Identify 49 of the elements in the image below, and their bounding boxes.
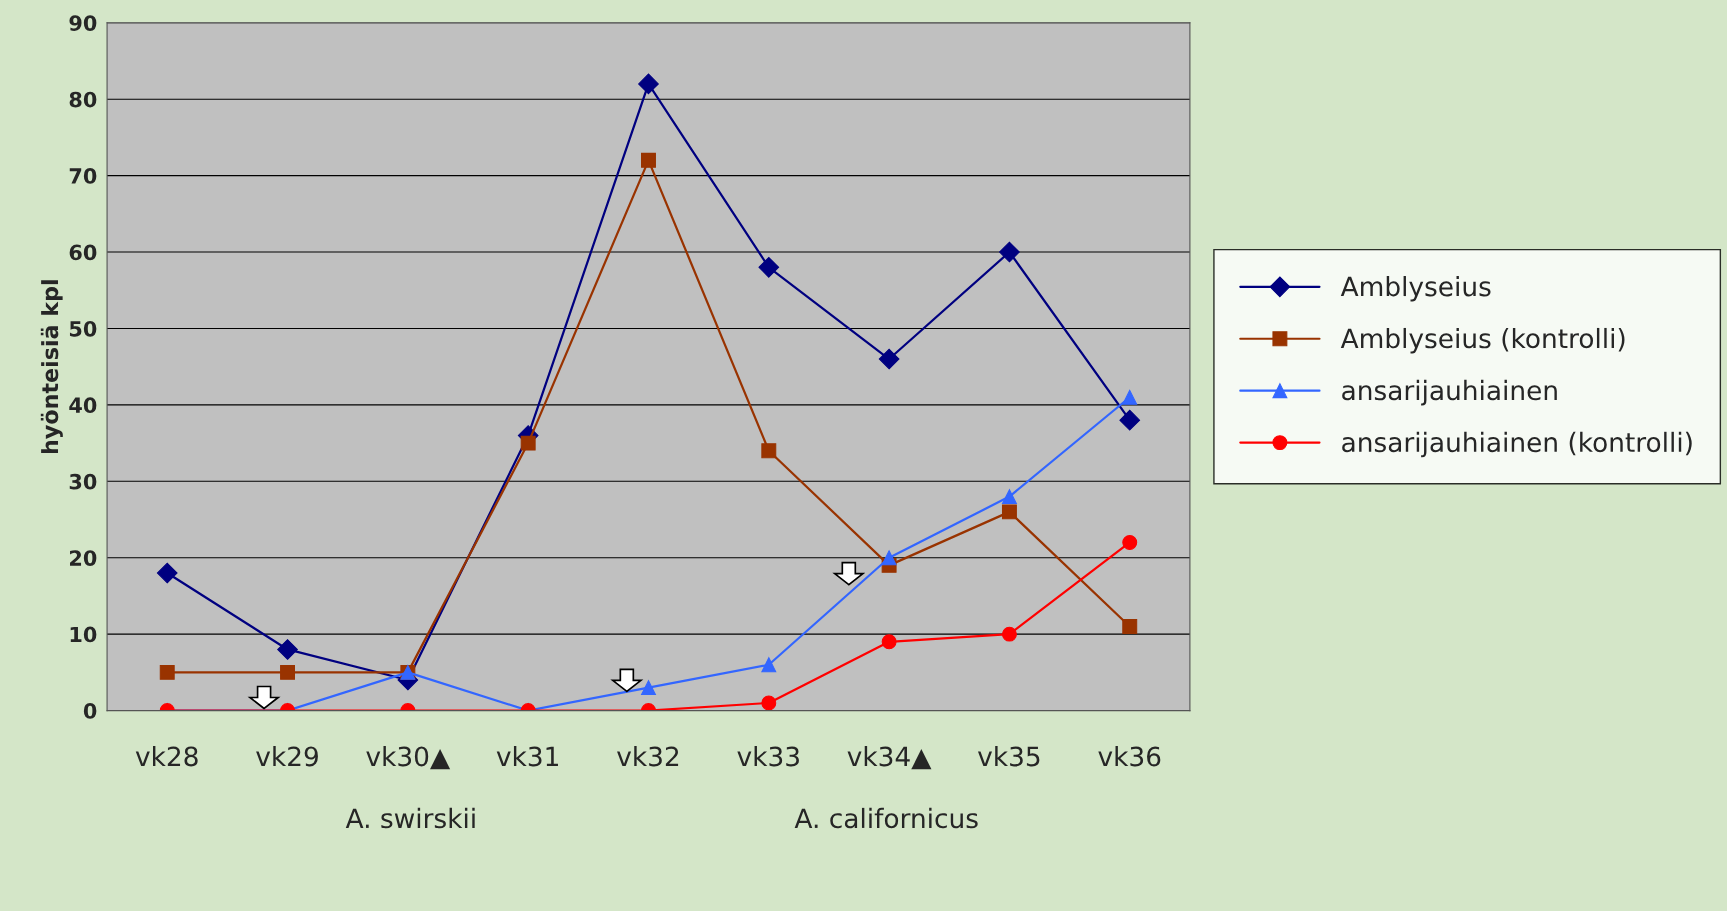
point <box>761 695 777 711</box>
point <box>1119 409 1141 431</box>
point <box>881 634 897 650</box>
y-axis-title: hyönteisiä kpl <box>40 280 63 454</box>
legend-label: Amblyseius <box>1340 276 1491 302</box>
text: A. californicus <box>794 807 978 829</box>
text: A. swirskii <box>345 807 475 829</box>
legend-label: ansarijauhiainen (kontrolli) <box>1342 431 1692 458</box>
y-tick-label: 90 <box>69 15 97 31</box>
y-tick-label: 80 <box>69 91 97 108</box>
point <box>1122 619 1138 634</box>
x-tick-label: vk35 <box>977 746 1040 767</box>
point <box>277 639 298 660</box>
y-tick-label: 30 <box>69 473 97 490</box>
point <box>641 152 656 168</box>
legend-label: ansarijauhiainen <box>1342 379 1557 406</box>
y-tick-label: 70 <box>69 168 97 184</box>
x-tick-label: vk31 <box>496 746 558 767</box>
x-tick-label: vk30▲ <box>366 746 451 770</box>
x-tick-label: vk36 <box>1098 746 1161 767</box>
point <box>999 241 1020 263</box>
point <box>1001 489 1017 505</box>
point <box>280 664 296 680</box>
point <box>1001 504 1017 520</box>
point <box>520 435 536 451</box>
point <box>1122 534 1138 550</box>
x-tick-label: vk33 <box>737 746 799 767</box>
point <box>1122 389 1138 405</box>
legend-label: Amblyseius (kontrolli) <box>1340 327 1625 354</box>
point <box>761 657 777 673</box>
point <box>881 550 897 566</box>
y-tick-label: 50 <box>69 320 97 337</box>
point <box>758 256 780 278</box>
point <box>159 664 175 680</box>
y-tick-label: 20 <box>70 550 97 566</box>
point <box>878 348 900 370</box>
x-tick-label: vk29 <box>256 746 318 767</box>
y-tick-label: 10 <box>70 626 97 643</box>
point <box>1001 626 1017 642</box>
point <box>641 680 656 696</box>
y-tick-label: 0 <box>83 703 97 719</box>
x-tick-label: vk28 <box>135 746 198 767</box>
x-tick-label: vk32 <box>617 746 679 767</box>
point <box>761 443 777 459</box>
x-tick-label: vk34▲ <box>847 746 932 770</box>
point <box>638 73 659 95</box>
point <box>156 562 178 584</box>
y-tick-label: 40 <box>69 397 97 414</box>
y-tick-label: 60 <box>69 244 97 261</box>
